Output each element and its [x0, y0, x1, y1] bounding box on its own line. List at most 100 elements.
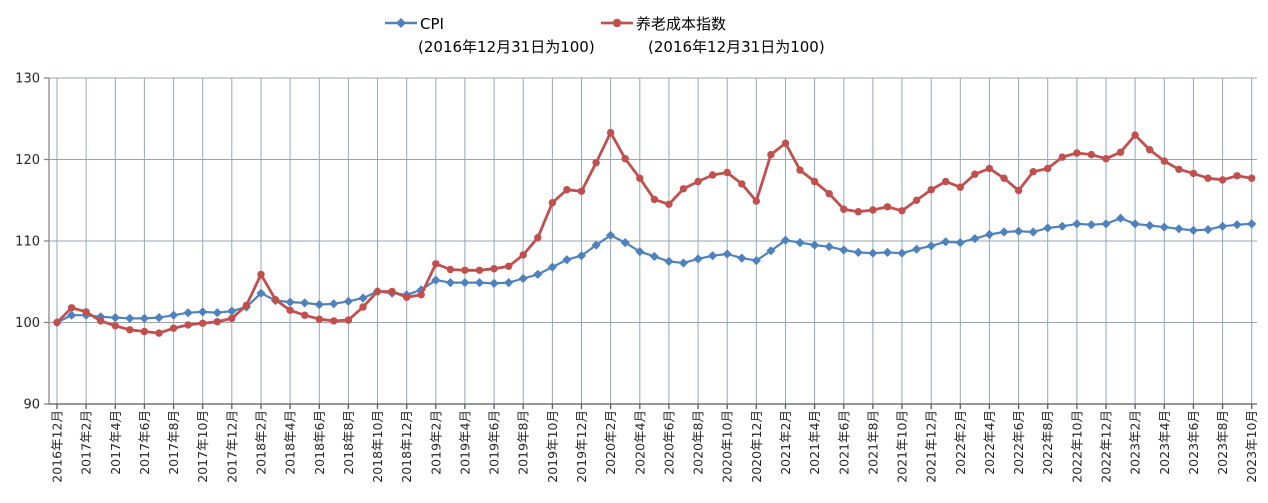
x-tick-label: 2023年6月 [1186, 410, 1201, 475]
diamond-marker [227, 306, 237, 316]
diamond-marker [489, 278, 499, 288]
diamond-marker [562, 255, 572, 265]
x-tick-label: 2019年6月 [487, 410, 502, 475]
diamond-marker [343, 296, 353, 306]
circle-marker [1000, 174, 1008, 182]
x-tick-label: 2019年8月 [516, 410, 531, 475]
circle-marker [126, 326, 134, 334]
circle-marker [956, 183, 964, 191]
x-tick-label: 2023年2月 [1128, 410, 1143, 475]
diamond-marker [620, 238, 630, 248]
diamond-marker [256, 288, 266, 298]
circle-marker [1233, 172, 1241, 180]
x-tick-label: 2020年8月 [691, 410, 706, 475]
circle-marker [213, 318, 221, 326]
x-tick-label: 2022年6月 [1011, 410, 1026, 475]
circle-marker [403, 293, 411, 301]
circle-marker [417, 291, 425, 299]
series-cpi-line [56, 217, 1252, 324]
circle-marker [810, 177, 819, 186]
x-axis-labels: 2016年12月 2017年2月 2017年4月 2017年6月 2017年8月 2017… [50, 410, 1260, 483]
circle-marker [97, 317, 105, 325]
legend-subtitle: (2016年12月31日为100) [648, 38, 825, 56]
diamond-marker [183, 308, 193, 318]
circle-marker [373, 287, 382, 296]
x-tick-label: 2020年2月 [603, 410, 618, 475]
x-tick-label: 2020年6月 [661, 410, 676, 475]
circle-marker [53, 318, 61, 327]
circle-marker [1160, 157, 1169, 165]
diamond-marker [751, 256, 761, 266]
legend-item-cpi: CPI (2016年12月31日为100) [385, 15, 595, 56]
circle-marker [301, 311, 309, 319]
series-pension-index-line [56, 131, 1252, 335]
legend-circle-marker [612, 18, 622, 28]
circle-marker [1014, 186, 1023, 195]
circle-marker [1146, 146, 1154, 154]
circle-marker [1189, 169, 1198, 178]
x-tick-label: 2021年6月 [836, 410, 851, 475]
circle-marker [840, 205, 848, 213]
diamond-marker [1028, 227, 1038, 237]
circle-marker [242, 301, 251, 310]
x-tick-label: 2017年4月 [108, 410, 123, 475]
circle-marker [767, 150, 775, 159]
legend-item-pension-index: 养老成本指数 (2016年12月31日为100) [601, 15, 825, 56]
circle-marker [388, 287, 396, 296]
diamond-marker [693, 254, 703, 264]
circle-marker [796, 166, 804, 174]
circle-marker [534, 234, 542, 242]
legend-label: CPI [420, 15, 444, 33]
diamond-marker [445, 278, 455, 288]
diamond-marker [358, 293, 368, 303]
diamond-marker [1232, 220, 1242, 230]
x-tick-label: 2018年2月 [254, 410, 269, 475]
diamond-marker [1188, 225, 1198, 235]
diamond-marker [999, 227, 1009, 237]
circle-marker [606, 128, 615, 137]
diamond-marker [1247, 219, 1257, 229]
circle-marker [548, 199, 557, 207]
x-tick-label: 2019年10月 [545, 410, 560, 483]
circle-marker [67, 304, 76, 312]
x-tick-label: 2017年12月 [224, 410, 239, 483]
circle-marker [1058, 153, 1067, 161]
diamond-marker [1072, 219, 1082, 229]
diamond-marker [1130, 219, 1140, 229]
diamond-marker [416, 285, 426, 295]
x-tick-label: 2021年8月 [865, 410, 880, 475]
circle-marker [1248, 174, 1256, 182]
circle-marker [942, 177, 950, 186]
x-axis [49, 403, 1257, 409]
y-axis-labels: 90 100 110 120 130 [15, 72, 40, 413]
circle-marker [286, 306, 294, 314]
circle-marker [432, 260, 440, 268]
x-tick-label: 2021年12月 [924, 410, 939, 483]
diamond-marker [1086, 220, 1096, 230]
circle-marker [636, 174, 644, 182]
circle-marker [199, 319, 207, 327]
diamond-marker [314, 300, 324, 310]
circle-marker [1073, 149, 1081, 157]
diamond-marker [431, 275, 441, 285]
diamond-marker [125, 313, 135, 323]
circle-marker [927, 186, 935, 194]
circle-marker [1029, 168, 1037, 176]
circle-marker [1087, 150, 1096, 159]
circle-marker [461, 266, 469, 274]
y-tick-label: 100 [15, 316, 40, 331]
diamond-marker [329, 299, 339, 309]
circle-marker [563, 186, 571, 194]
diamond-marker [897, 248, 907, 258]
y-tick-label: 120 [15, 153, 40, 168]
circle-marker [111, 322, 120, 330]
circle-marker [854, 208, 862, 216]
legend-diamond-marker [396, 18, 406, 28]
x-tick-label: 2017年10月 [195, 410, 210, 483]
y-tick-label: 90 [23, 398, 40, 413]
diamond-marker [547, 262, 557, 272]
horizontal-gridlines [49, 77, 1257, 323]
diamond-marker [139, 313, 149, 323]
